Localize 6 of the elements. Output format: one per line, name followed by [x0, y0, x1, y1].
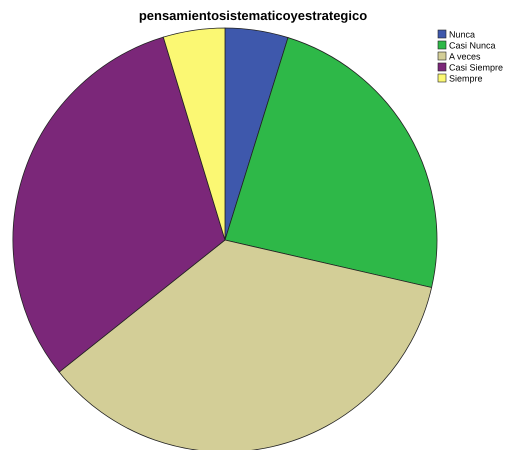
chart-title: pensamientosistematicoyestrategico — [138, 8, 368, 23]
legend-label: Casi Nunca — [449, 40, 496, 50]
legend-label: A veces — [449, 52, 482, 62]
legend-label: Nunca — [449, 30, 476, 40]
legend-label: Casi Siempre — [449, 62, 504, 72]
legend-label: Siempre — [449, 74, 483, 84]
